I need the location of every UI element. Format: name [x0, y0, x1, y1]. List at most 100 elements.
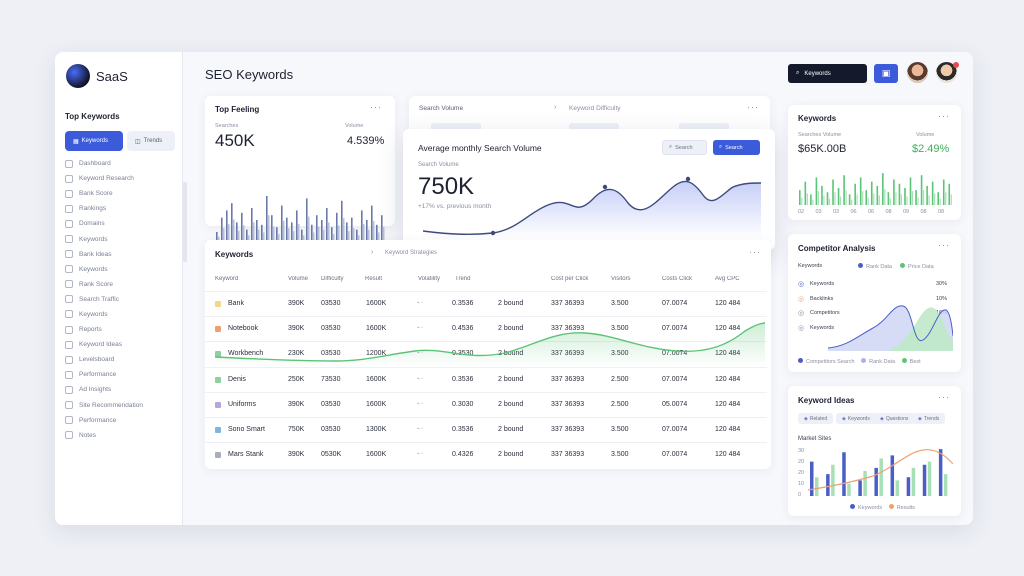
bar [246, 229, 248, 244]
bar [378, 232, 380, 244]
sidebar-item[interactable]: Dashboard [65, 156, 143, 171]
bar [356, 229, 358, 244]
sidebar-item[interactable]: Ad Insights [65, 382, 143, 397]
message-icon: ▣ [881, 68, 891, 78]
table-row[interactable]: Denis 250K 73530 1600K ⌁ ▫ 0.3536 2 bound 337 3… [205, 366, 767, 392]
sidebar-item[interactable]: Rankings [65, 201, 143, 216]
sidebar-item-label: Performance [79, 371, 117, 379]
bar [942, 179, 945, 205]
column-header[interactable]: Difficulty [321, 276, 344, 282]
kw-bar-chart [799, 173, 952, 205]
avatar[interactable] [907, 62, 928, 83]
avg-value: 750K [418, 173, 475, 200]
filter-pill[interactable] [431, 123, 481, 131]
sidebar-item[interactable]: Bank Ideas [65, 247, 143, 262]
sidebar-item[interactable]: Performance [65, 413, 143, 428]
circle-icon: ◎ [798, 324, 805, 332]
idea-chip[interactable]: ◈ Related [798, 413, 834, 424]
chart-point[interactable] [602, 184, 608, 190]
avg-search-volume-card: Average monthly Search Volume ⌕ Search ⌕ S… [403, 129, 775, 250]
bar [823, 195, 825, 205]
more-icon[interactable]: ··· [749, 247, 761, 257]
bar [293, 231, 295, 244]
cell-v1: 390K [288, 325, 305, 333]
idea-chip[interactable]: ◈ Keywords [836, 413, 876, 424]
menu-item-icon [65, 219, 73, 228]
table-row[interactable]: Uniforms 390K 03530 1600K ⌁ ▫ 0.3030 2 bound 33… [205, 391, 767, 417]
sidebar-item[interactable]: Search Traffic [65, 292, 143, 307]
cell-v7: 2.500 [611, 400, 629, 408]
tab-keywords[interactable]: ▦ Keywords [65, 131, 123, 151]
bar [890, 455, 895, 496]
tab-trends[interactable]: ◫ Trends [127, 131, 175, 151]
sidebar-item[interactable]: Domains [65, 216, 143, 231]
chart-point[interactable] [490, 230, 496, 236]
idea-chip[interactable]: ◈ Trends [912, 413, 946, 424]
cell-v5: 2 bound [498, 400, 524, 408]
kw-sub-left: Searches Volume [798, 132, 842, 138]
avatar-secondary[interactable] [936, 62, 957, 83]
secondary-search-button[interactable]: ⌕ Search [662, 140, 707, 155]
menu-item-icon [65, 340, 73, 349]
more-icon[interactable]: ··· [938, 111, 950, 121]
column-header[interactable]: Cost per Click [551, 276, 589, 282]
bar [922, 190, 925, 205]
idea-chip[interactable]: ◈ Questions [874, 413, 915, 424]
bar [303, 235, 305, 244]
more-icon[interactable]: ··· [747, 102, 759, 112]
bar [286, 217, 288, 244]
column-header[interactable]: Volume [288, 276, 309, 282]
cell-v6: 337 36393 [551, 400, 585, 408]
table-row[interactable]: Sono Smart 750K 03530 1300K ⌁ ▫ 0.3536 2 bound… [205, 417, 767, 442]
column-header[interactable]: Visitors [611, 276, 631, 282]
cell-v7: 3.500 [611, 426, 629, 433]
trend-sparkline-icon: ⌁ ▫ [417, 325, 424, 332]
avg-title: Average monthly Search Volume [418, 143, 542, 153]
y-tick: 30 [798, 448, 805, 454]
table-row[interactable]: Bank 390K 03530 1600K ⌁ ▫ 0.3536 2 bound 337 36… [205, 291, 767, 316]
keyword-color-swatch [215, 401, 221, 408]
keywords-summary-card: Keywords ··· Searches Volume Volume $65K… [788, 105, 961, 220]
primary-search-button[interactable]: ⌕ Search [713, 140, 760, 155]
sidebar-scrollbar[interactable] [183, 182, 187, 262]
sidebar-item[interactable]: Rank Score [65, 277, 143, 292]
chart-point[interactable] [685, 176, 691, 182]
bar [887, 192, 890, 205]
column-header[interactable]: Avg CPC [715, 276, 740, 282]
messages-button[interactable]: ▣ [874, 64, 898, 83]
chevron-right-icon: › [371, 249, 374, 256]
more-icon[interactable]: ··· [938, 240, 950, 250]
logo[interactable]: SaaS [66, 64, 128, 88]
sidebar-item[interactable]: Keyword Research [65, 171, 143, 186]
column-header[interactable]: Trend [455, 276, 471, 282]
sidebar-item[interactable]: Notes [65, 428, 143, 443]
sidebar-item[interactable]: Bank Score [65, 186, 143, 201]
more-icon[interactable]: ··· [938, 392, 950, 402]
table-row[interactable]: Notebook 390K 03530 1600K ⌁ ▫ 0.4536 2 bound 33… [205, 316, 767, 341]
sidebar-item[interactable]: Reports [65, 322, 143, 337]
sidebar-item[interactable]: Keywords [65, 262, 143, 277]
column-header[interactable]: Volatility [418, 276, 441, 282]
volume-value: 4.539% [347, 135, 385, 147]
sidebar-item[interactable]: Keywords [65, 231, 143, 246]
filter-pill[interactable] [679, 123, 729, 131]
sidebar-item[interactable]: Levelsboard [65, 352, 143, 367]
search-button[interactable]: ⌕ Keywords [788, 64, 867, 83]
table-row[interactable]: Mars Stank 390K 0530K 1600K ⌁ ▫ 0.4326 2 bound… [205, 442, 767, 467]
sidebar-item[interactable]: Keyword Ideas [65, 337, 143, 352]
sidebar-item[interactable]: Keywords [65, 307, 143, 322]
bar [313, 232, 315, 244]
column-header[interactable]: Costs Click [662, 276, 693, 282]
sidebar-item[interactable]: Performance [65, 367, 143, 382]
more-icon[interactable]: ··· [370, 102, 382, 112]
tag-icon: ◈ [880, 415, 884, 422]
filter-pill[interactable] [569, 123, 619, 131]
bar [273, 226, 275, 244]
bar [308, 216, 310, 244]
bar [889, 198, 891, 205]
bar [366, 220, 368, 244]
bar [331, 227, 333, 244]
column-header[interactable]: Result [365, 276, 383, 282]
sidebar-item[interactable]: Site Recommendation [65, 398, 143, 413]
column-header[interactable]: Keyword [215, 276, 239, 282]
